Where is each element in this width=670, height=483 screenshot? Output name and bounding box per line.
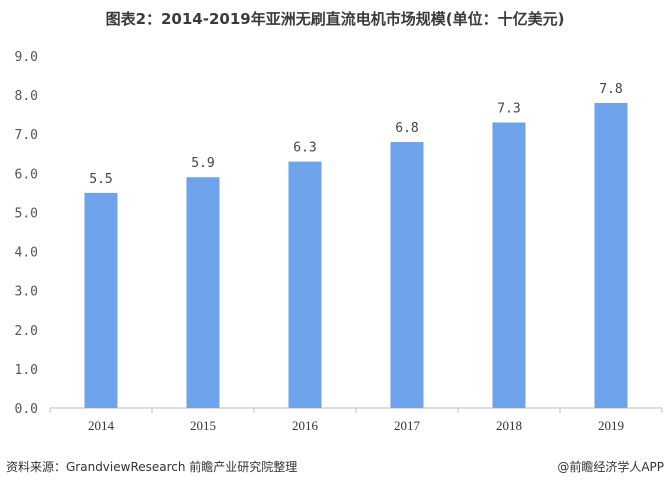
source-note: 资料来源：GrandviewResearch 前瞻产业研究院整理 (6, 460, 298, 474)
y-tick-label: 5.0 (15, 206, 38, 221)
data-label-2018: 7.3 (497, 101, 520, 116)
y-tick-label: 9.0 (15, 50, 38, 65)
y-tick-label: 6.0 (15, 167, 38, 182)
x-tick-label-2019: 2019 (598, 418, 624, 433)
bar-2017 (390, 142, 424, 409)
data-label-2019: 7.8 (599, 82, 622, 97)
y-tick-label: 7.0 (15, 128, 38, 143)
credit-note: @前瞻经济学人APP (557, 460, 664, 474)
y-tick-label: 8.0 (15, 89, 38, 104)
y-tick-label: 3.0 (15, 285, 38, 300)
bar-2015 (186, 177, 220, 408)
data-label-2017: 6.8 (395, 121, 418, 136)
bar-2016 (288, 161, 322, 408)
y-tick-label: 2.0 (15, 324, 38, 339)
data-label-2015: 5.9 (191, 156, 214, 171)
x-tick-label-2017: 2017 (394, 418, 421, 433)
bar-2019 (594, 102, 628, 408)
y-tick-label: 1.0 (15, 363, 38, 378)
chart-title: 图表2：2014-2019年亚洲无刷直流电机市场规模(单位：十亿美元) (105, 10, 565, 28)
x-tick-label-2014: 2014 (88, 418, 115, 433)
y-tick-label: 4.0 (15, 246, 38, 261)
bar-2014 (84, 192, 118, 408)
data-label-2016: 6.3 (293, 141, 316, 156)
x-tick-label-2018: 2018 (496, 418, 522, 433)
data-label-2014: 5.5 (89, 172, 112, 187)
y-tick-label: 0.0 (15, 402, 38, 417)
x-tick-label-2015: 2015 (190, 418, 216, 433)
bar-2018 (492, 122, 526, 408)
x-tick-label-2016: 2016 (292, 418, 319, 433)
